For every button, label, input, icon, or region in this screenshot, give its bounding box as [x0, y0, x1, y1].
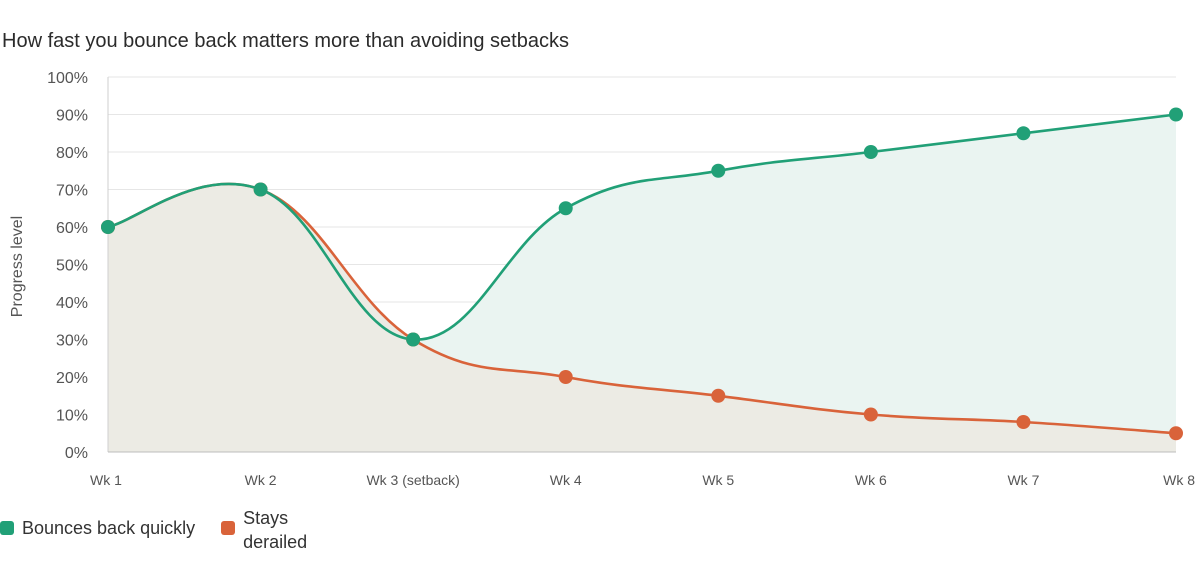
y-axis-label: Progress level — [9, 216, 26, 317]
legend-item-bounces[interactable]: Bounces back quickly — [0, 506, 195, 540]
legend-label-derailed: Stays derailed — [243, 508, 308, 552]
x-tick-label: Wk 2 — [245, 472, 277, 488]
y-ticks: 0% 10% 20% 30% 40% 50% 60% 70% 80% 90% 100% — [47, 70, 88, 462]
y-tick-label: 0% — [65, 445, 88, 462]
data-point[interactable] — [863, 407, 878, 422]
data-point[interactable] — [1016, 126, 1031, 141]
x-tick-label: Wk 1 — [90, 472, 122, 488]
series-line — [107, 113, 1177, 341]
x-tick-label: Wk 3 (setback) — [366, 472, 459, 488]
y-tick-label: 100% — [47, 70, 88, 87]
legend-label-bounces: Bounces back quickly — [22, 518, 196, 538]
data-point[interactable] — [1169, 107, 1183, 122]
x-tick-label: Wk 6 — [855, 472, 887, 488]
area-fills — [108, 114, 1176, 452]
legend-swatch-bounces — [0, 521, 14, 535]
x-tick-label: Wk 8 — [1163, 472, 1195, 488]
x-ticks: Wk 1 Wk 2 Wk 3 (setback) Wk 4 Wk 5 Wk 6 Wk 7 Wk… — [90, 472, 1195, 488]
x-tick-label: Wk 5 — [702, 472, 734, 488]
data-point[interactable] — [863, 145, 878, 159]
data-point[interactable] — [711, 163, 726, 178]
legend: Bounces back quickly Stays derailed — [0, 506, 349, 554]
data-point[interactable] — [711, 388, 726, 403]
axes — [107, 77, 1176, 453]
y-tick-label: 90% — [56, 108, 88, 125]
y-tick-label: 70% — [56, 183, 88, 200]
data-point[interactable] — [253, 182, 268, 197]
x-tick-label: Wk 4 — [550, 472, 582, 488]
data-point[interactable] — [101, 220, 115, 234]
legend-item-derailed[interactable]: Stays derailed — [221, 506, 323, 554]
y-tick-label: 50% — [56, 258, 88, 275]
area-fill — [108, 183, 1176, 452]
legend-swatch-derailed — [221, 521, 236, 535]
data-point[interactable] — [406, 332, 421, 347]
series-lines — [107, 113, 1177, 435]
y-tick-label: 30% — [56, 333, 88, 350]
data-point[interactable] — [558, 370, 573, 384]
y-tick-label: 10% — [56, 408, 88, 425]
y-tick-label: 40% — [56, 295, 88, 312]
x-tick-label: Wk 7 — [1007, 472, 1039, 488]
chart-title: How fast you bounce back matters more th… — [2, 30, 569, 52]
data-point[interactable] — [1016, 415, 1031, 429]
data-points — [101, 107, 1183, 441]
data-point[interactable] — [558, 201, 573, 216]
y-tick-label: 80% — [56, 145, 88, 162]
y-tick-label: 60% — [56, 220, 88, 237]
y-tick-label: 20% — [56, 370, 88, 387]
data-point[interactable] — [1169, 426, 1183, 441]
